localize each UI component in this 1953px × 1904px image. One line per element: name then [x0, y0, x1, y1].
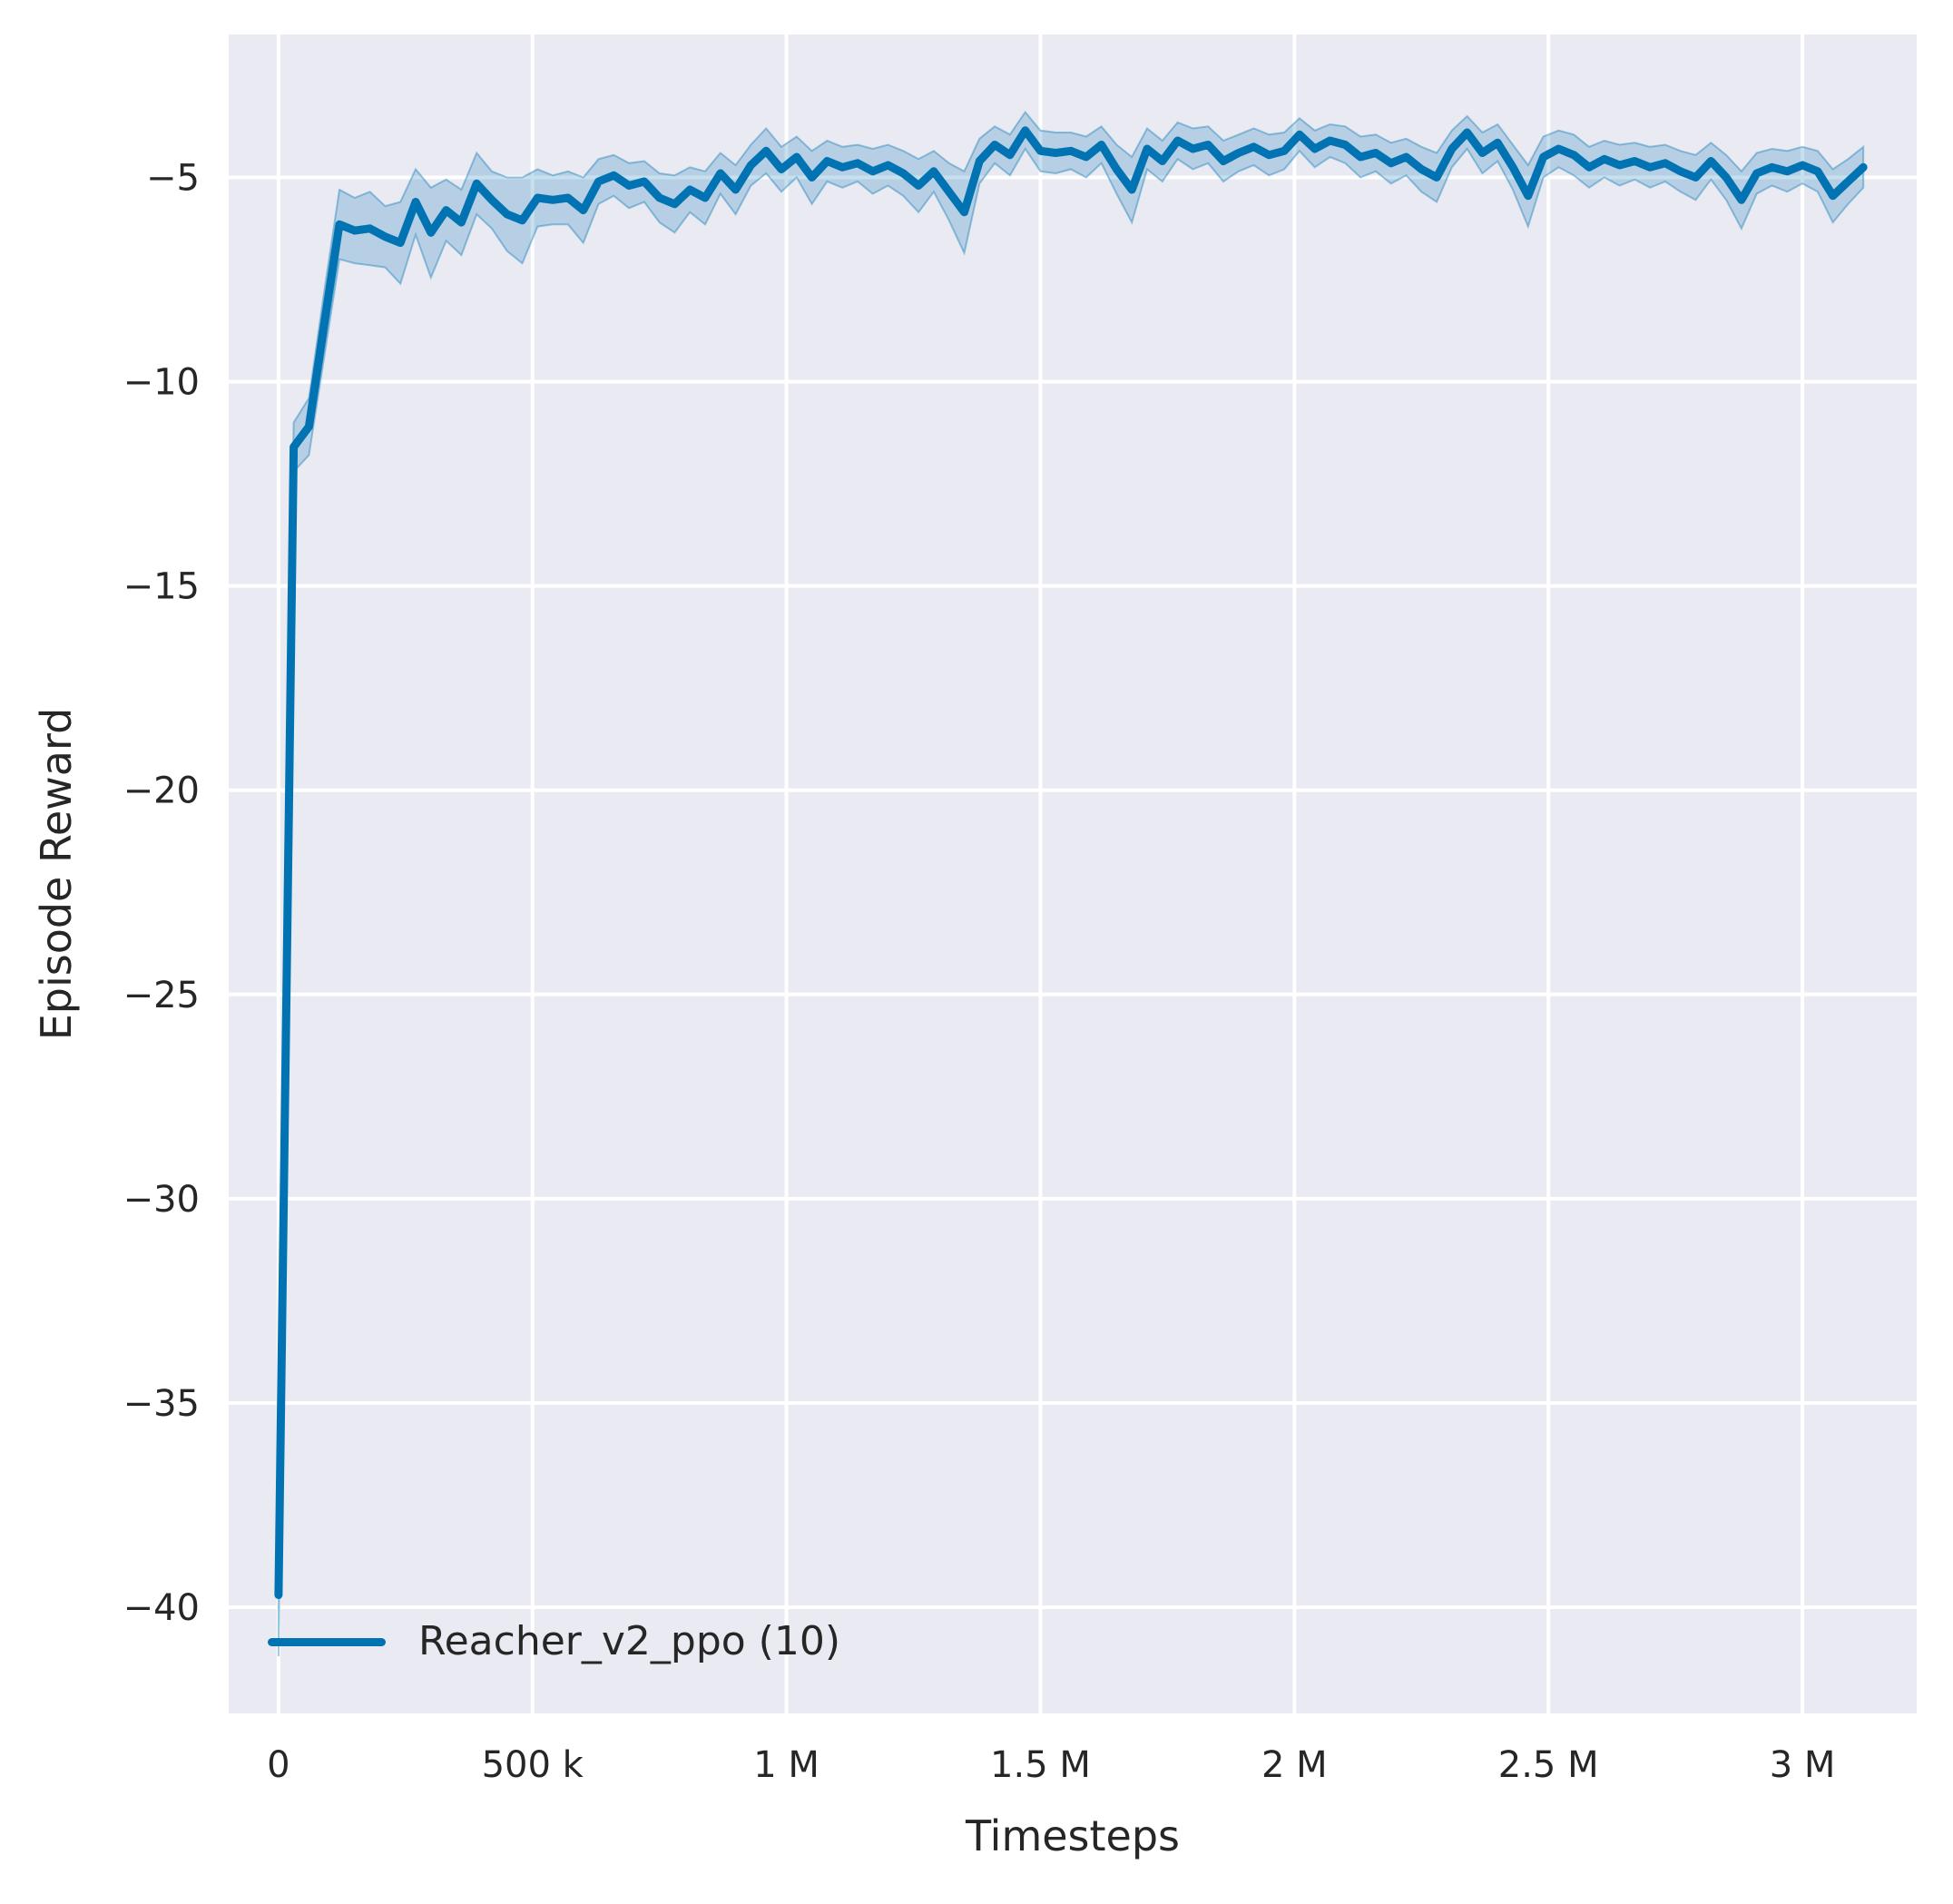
x-tick-label: 500 k — [482, 1744, 584, 1786]
y-tick-label: −25 — [123, 975, 200, 1016]
legend-label: Reacher_v2_ppo (10) — [418, 1618, 840, 1664]
y-tick-label: −40 — [123, 1587, 200, 1629]
legend: Reacher_v2_ppo (10) — [268, 1614, 840, 1670]
legend-line-sample — [268, 1637, 386, 1646]
y-tick-label: −10 — [123, 362, 200, 404]
x-tick-label: 2 M — [1261, 1744, 1328, 1786]
series-line — [274, 126, 1868, 1599]
x-tick-label: 1.5 M — [990, 1744, 1091, 1786]
y-tick-label: −15 — [123, 566, 200, 608]
y-tick-label: −20 — [123, 770, 200, 812]
x-tick-label: 0 — [267, 1744, 290, 1786]
x-tick-label: 1 M — [753, 1744, 819, 1786]
x-axis-label: Timesteps — [965, 1811, 1181, 1860]
x-tick-label: 2.5 M — [1498, 1744, 1599, 1786]
x-tick-label: 3 M — [1770, 1744, 1836, 1786]
confidence-band — [277, 110, 1865, 1657]
y-tick-label: −5 — [146, 158, 200, 200]
plot-area — [229, 34, 1917, 1713]
y-axis-label: Episode Reward — [32, 707, 81, 1041]
y-tick-label: −35 — [123, 1383, 200, 1425]
y-tick-label: −30 — [123, 1179, 200, 1221]
